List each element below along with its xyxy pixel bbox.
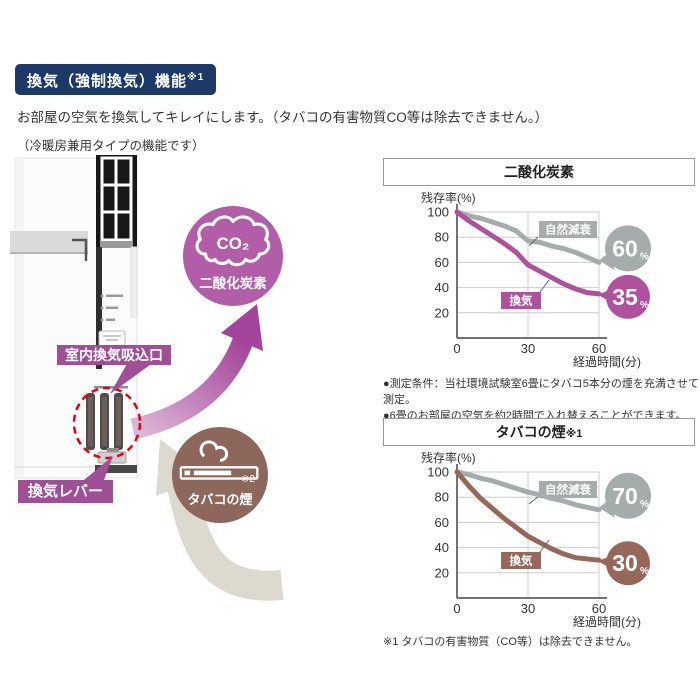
svg-text:20: 20 bbox=[435, 565, 449, 580]
svg-text:%: % bbox=[640, 566, 649, 577]
co2-bubble: CO₂ 二酸化炭素 bbox=[183, 206, 283, 306]
cigarette-icon bbox=[179, 440, 259, 480]
chart-grid bbox=[457, 211, 600, 338]
series-label-natural-decay: 自然減衰 bbox=[528, 221, 597, 247]
svg-text:%: % bbox=[640, 251, 649, 262]
purple-arrow-icon bbox=[130, 304, 263, 440]
co2-cloud-icon: CO₂ bbox=[195, 215, 271, 267]
feature-badge: 換気（強制換気）機能※1 bbox=[15, 64, 217, 95]
intro-text-1: お部屋の空気を換気してキレイにします。（タバコの有害物質CO等は除去できません。… bbox=[17, 110, 549, 125]
svg-text:60: 60 bbox=[435, 515, 449, 530]
svg-text:100: 100 bbox=[427, 465, 449, 480]
smoke-bubble: ※2 タバコの煙 bbox=[172, 427, 268, 523]
highlight-dashed-circle bbox=[72, 386, 142, 460]
measurement-notes: ●測定条件：当社環境試験室6畳にタバコ5本分の煙を充満させて測定。 ●6畳のお部… bbox=[383, 376, 699, 424]
co2-bubble-label: 二酸化炭素 bbox=[199, 276, 267, 291]
ventilation-illustration: CO₂ 二酸化炭素 ※2 タバコの煙 室内換気吸込口 換気レバー bbox=[10, 155, 380, 625]
series-label-natural-decay: 自然減衰 bbox=[528, 481, 597, 505]
svg-text:換気: 換気 bbox=[510, 294, 533, 308]
chart-title-co2: 二酸化炭素 bbox=[383, 158, 695, 186]
panel-button bbox=[98, 330, 126, 347]
ventilation-curve bbox=[454, 469, 602, 563]
y-axis-label: 残存率(%) bbox=[421, 190, 476, 205]
window-sill bbox=[10, 231, 88, 253]
series-label-ventilation: 換気 bbox=[501, 279, 550, 309]
svg-text:換気: 換気 bbox=[510, 554, 533, 568]
svg-text:60: 60 bbox=[592, 341, 606, 356]
intake-slats bbox=[86, 393, 123, 450]
svg-text:80: 80 bbox=[435, 230, 449, 245]
note-line-1: ●測定条件：当社環境試験室6畳にタバコ5本分の煙を充満させて測定。 bbox=[383, 378, 699, 406]
x-axis-label: 経過時間(分) bbox=[573, 615, 641, 629]
natural-decay-curve bbox=[454, 209, 602, 265]
svg-text:60: 60 bbox=[435, 255, 449, 270]
chart-ticks: 100 80 60 40 20 0 30 60 bbox=[427, 205, 606, 357]
smoke-curl-icon bbox=[199, 440, 229, 462]
natural-decay-value-bubble: 60% bbox=[599, 225, 651, 272]
svg-text:30: 30 bbox=[612, 550, 638, 576]
svg-text:35: 35 bbox=[612, 284, 638, 310]
svg-text:0: 0 bbox=[453, 601, 460, 616]
intake-label: 室内換気吸込口 bbox=[57, 345, 171, 365]
ventilation-value-bubble: 30% bbox=[598, 541, 650, 586]
x-axis-label: 経過時間(分) bbox=[573, 355, 641, 369]
smoke-bubble-label: タバコの煙 bbox=[187, 492, 253, 507]
svg-text:60: 60 bbox=[612, 235, 638, 261]
lever-label-pointer bbox=[78, 456, 113, 485]
intake-label-pointer bbox=[110, 362, 154, 394]
svg-text:%: % bbox=[640, 499, 649, 510]
natural-decay-curve bbox=[454, 469, 602, 513]
svg-text:40: 40 bbox=[435, 280, 449, 295]
footnote: ※1 タバコの有害物質（CO等）は除去できません。 bbox=[383, 636, 638, 648]
natural-decay-value-bubble: 70% bbox=[599, 472, 651, 519]
svg-text:40: 40 bbox=[435, 540, 449, 555]
svg-text:自然減衰: 自然減衰 bbox=[545, 483, 591, 497]
control-panel bbox=[100, 294, 123, 322]
svg-text:%: % bbox=[640, 300, 649, 311]
chart-title-note: ※1 bbox=[565, 428, 583, 440]
ventilation-value-bubble: 35% bbox=[598, 274, 650, 319]
ac-unit-illustration bbox=[10, 155, 284, 601]
chart-title-smoke: タバコの煙※1 bbox=[383, 418, 695, 446]
svg-text:30: 30 bbox=[521, 341, 535, 356]
intro-text-2: （冷暖房兼用タイプの機能です） bbox=[17, 139, 205, 153]
ventilation-curve bbox=[454, 209, 602, 297]
chart-title-text: タバコの煙 bbox=[495, 424, 566, 440]
svg-text:20: 20 bbox=[435, 305, 449, 320]
chart-ticks: 100 80 60 40 20 0 30 60 bbox=[427, 465, 606, 617]
lever-label: 換気レバー bbox=[18, 480, 114, 503]
ac-unit bbox=[10, 155, 138, 479]
series-label-ventilation: 換気 bbox=[501, 539, 550, 569]
svg-text:60: 60 bbox=[592, 601, 606, 616]
chart-title-text: 二酸化炭素 bbox=[504, 164, 574, 180]
svg-text:80: 80 bbox=[435, 490, 449, 505]
svg-text:70: 70 bbox=[612, 483, 638, 509]
svg-text:自然減衰: 自然減衰 bbox=[545, 223, 591, 237]
svg-text:100: 100 bbox=[427, 205, 449, 220]
svg-text:0: 0 bbox=[453, 341, 460, 356]
chart-card-smoke: タバコの煙※1 残存率(%) 100 80 60 40 20 0 30 60 自然減衰 換気 … bbox=[383, 418, 695, 632]
co2-formula: CO₂ bbox=[217, 234, 250, 253]
y-axis-label: 残存率(%) bbox=[421, 450, 476, 465]
svg-text:30: 30 bbox=[521, 601, 535, 616]
chart-card-co2: 二酸化炭素 残存率(%) 100 80 60 40 20 0 30 60 自然減衰 換気 60… bbox=[383, 158, 695, 372]
feature-badge-text: 換気（強制換気）機能 bbox=[27, 73, 188, 90]
smoke-bubble-note: ※2 bbox=[241, 474, 255, 485]
feature-badge-note: ※1 bbox=[187, 72, 205, 83]
